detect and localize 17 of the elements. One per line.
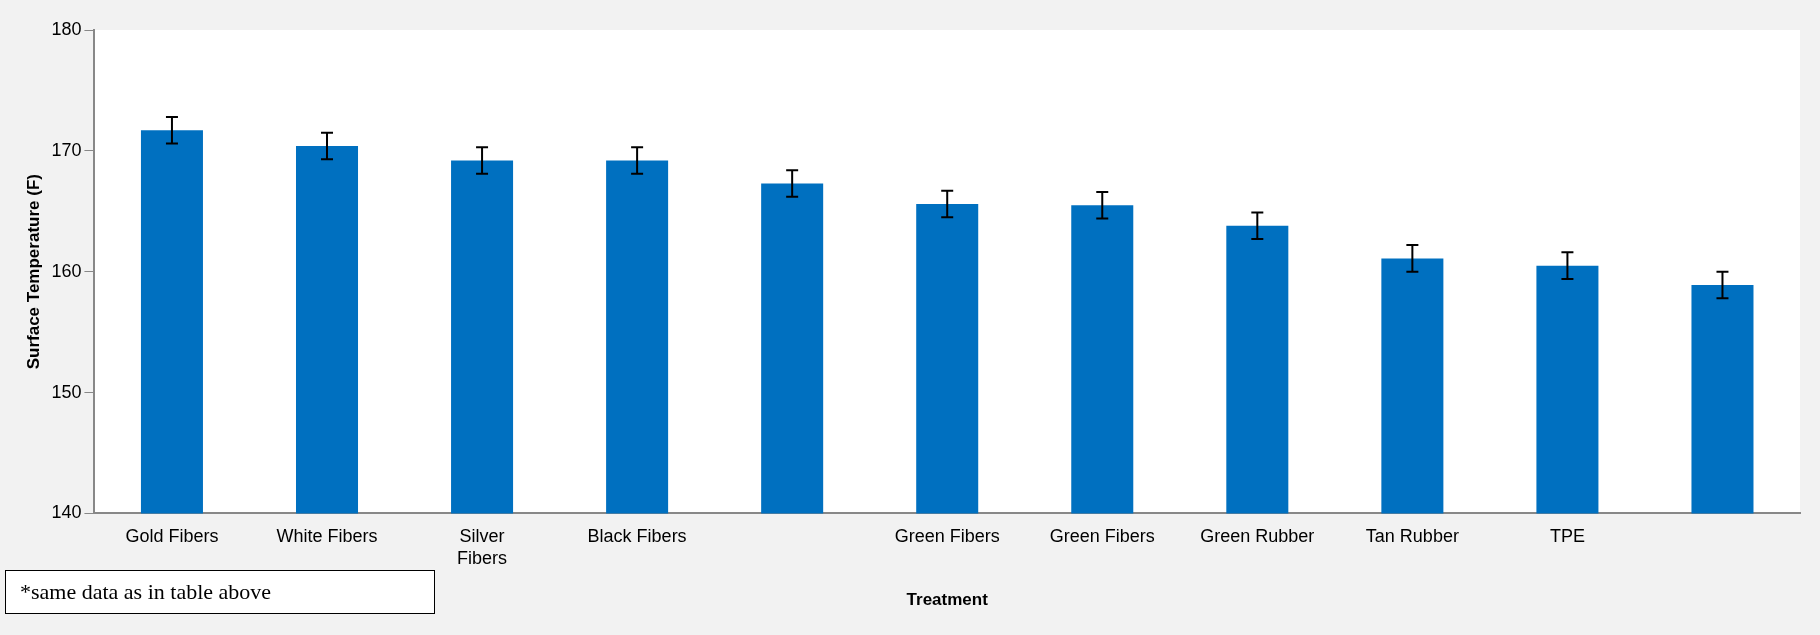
x-tick-label: TPE	[1549, 526, 1585, 547]
y-axis-title: Surface Temperature (F)	[23, 174, 43, 370]
x-tick-label: Green Fibers	[1049, 526, 1155, 547]
y-tick-label: 180	[51, 18, 82, 39]
x-tick-label: Green Rubber	[1200, 526, 1315, 547]
x-tick-label: Gold Fibers	[125, 526, 219, 547]
y-tick-label: 150	[51, 381, 82, 402]
text: *same data as in table above	[5, 570, 435, 614]
x-tick-label: Silver Fibers	[457, 526, 508, 568]
x-tick-label: White Fibers	[276, 526, 378, 547]
x-tick-label: Black Fibers	[587, 526, 687, 547]
y-tick-label: 170	[51, 139, 82, 160]
x-axis-title: Treatment	[906, 590, 989, 610]
x-tick-label: Tan Rubber	[1365, 526, 1459, 547]
y-tick-label: 160	[51, 260, 82, 281]
y-tick-label: 140	[51, 502, 82, 523]
x-tick-label: Green Fibers	[894, 526, 1000, 547]
